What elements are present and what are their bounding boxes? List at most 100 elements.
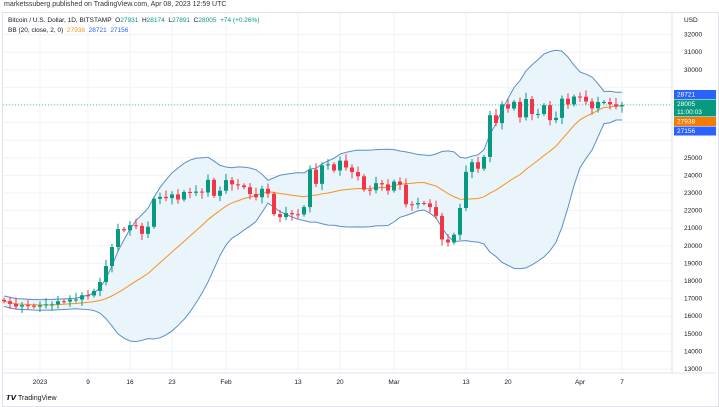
tradingview-logo[interactable]: 𝙏𝙑 TradingView xyxy=(6,395,57,402)
low-value: 27891 xyxy=(171,17,191,24)
time-tick-label: 7 xyxy=(620,379,624,386)
candle-body xyxy=(326,164,330,166)
candle-body xyxy=(434,207,438,216)
bb-legend[interactable]: BB (20, close, 2, 0) 27938 28721 27156 xyxy=(8,26,259,36)
time-tick-label: 9 xyxy=(86,379,90,386)
candle-body xyxy=(98,282,102,291)
candle-body xyxy=(542,105,546,114)
candle-body xyxy=(56,301,60,305)
candle-body xyxy=(464,171,468,208)
candle-body xyxy=(458,207,462,235)
candle-body xyxy=(410,204,414,206)
price-tick-label: 21000 xyxy=(684,225,702,232)
candle-body xyxy=(614,104,618,107)
price-tick-label: 30000 xyxy=(684,67,702,74)
candle-body xyxy=(128,225,132,231)
candle-body xyxy=(398,181,402,185)
candle-body xyxy=(356,172,360,177)
candle-body xyxy=(428,203,432,208)
candle-body xyxy=(392,181,396,191)
time-tick-label: 16 xyxy=(126,379,134,386)
candle-body xyxy=(50,304,54,306)
price-tick-label: 14000 xyxy=(684,348,702,355)
candle-body xyxy=(38,305,42,307)
candle-body xyxy=(74,299,78,301)
candle-body xyxy=(380,183,384,185)
candle-body xyxy=(452,234,456,243)
time-tick-label: 13 xyxy=(462,379,470,386)
publisher-line: marketssuberg published on TradingView.c… xyxy=(4,1,227,8)
candle-body xyxy=(68,299,72,302)
lower-band-tag xyxy=(674,126,716,136)
time-tick-label: Apr xyxy=(575,379,586,386)
candle-body xyxy=(272,193,276,215)
time-tick-label: Feb xyxy=(220,379,232,386)
candle-body xyxy=(422,203,426,205)
candle-body xyxy=(212,179,216,196)
last-price-tag-text: 11:00:03 xyxy=(677,109,702,116)
candle-body xyxy=(224,180,228,191)
candle-body xyxy=(260,188,264,198)
candle-body xyxy=(350,167,354,173)
candle-body xyxy=(134,225,138,227)
change-value: +74 (+0.26%) xyxy=(220,17,260,24)
price-tick-label: 32000 xyxy=(684,32,702,39)
candle-body xyxy=(560,98,564,118)
candle-body xyxy=(182,191,186,200)
candle-body xyxy=(110,247,114,267)
candle-body xyxy=(140,225,144,234)
candle-body xyxy=(44,304,48,306)
candle-body xyxy=(278,214,282,218)
candle-body xyxy=(554,117,558,121)
symbol-legend: Bitcoin / U.S. Dollar, 1D, BITSTAMP O279… xyxy=(8,16,259,26)
candle-body xyxy=(230,180,234,185)
candle-body xyxy=(536,113,540,115)
candle-body xyxy=(416,203,420,205)
candle-body xyxy=(506,104,510,109)
candle-body xyxy=(584,96,588,102)
candle-body xyxy=(92,290,96,296)
candle-body xyxy=(338,160,342,171)
candle-body xyxy=(302,207,306,215)
price-tick-label: 25000 xyxy=(684,155,702,162)
bb-lower-line xyxy=(3,119,623,343)
candle-body xyxy=(254,194,258,198)
candle-body xyxy=(518,101,522,118)
candle-body xyxy=(524,99,528,118)
logo-text: TradingView xyxy=(18,395,57,402)
candle-body xyxy=(362,176,366,190)
bb-lower-value: 27156 xyxy=(110,27,129,34)
basis-tag xyxy=(674,117,716,126)
bb-basis-line xyxy=(3,105,623,306)
price-tick-label: 18000 xyxy=(684,278,702,285)
bb-fill xyxy=(4,50,622,342)
candle-body xyxy=(8,301,12,304)
candle-body xyxy=(572,96,576,105)
candle-body xyxy=(242,185,246,188)
time-tick-label: 20 xyxy=(504,379,512,386)
candle-body xyxy=(332,164,336,171)
candle-body xyxy=(248,187,252,195)
candle-body xyxy=(2,299,6,302)
candle-body xyxy=(404,184,408,205)
price-tick-label: 31000 xyxy=(684,49,702,56)
candle-body xyxy=(470,162,474,172)
candle-body xyxy=(206,179,210,193)
candle-body xyxy=(146,226,150,234)
candle-body xyxy=(236,184,240,186)
time-tick-label: 2023 xyxy=(33,379,48,386)
candle-body xyxy=(530,99,534,114)
candle-body xyxy=(446,239,450,243)
candle-body xyxy=(188,191,192,193)
candle-body xyxy=(86,295,90,297)
symbol-title: Bitcoin / U.S. Dollar, 1D, BITSTAMP xyxy=(8,17,112,24)
price-tick-label: 16000 xyxy=(684,313,702,320)
time-tick-label: Mar xyxy=(388,379,400,386)
candle-body xyxy=(308,169,312,208)
price-tick-label: 17000 xyxy=(684,296,702,303)
open-label: O xyxy=(115,17,121,24)
price-tick-label: 20000 xyxy=(684,243,702,250)
candle-body xyxy=(284,213,288,218)
bb-title: BB (20, close, 2, 0) xyxy=(8,27,64,34)
